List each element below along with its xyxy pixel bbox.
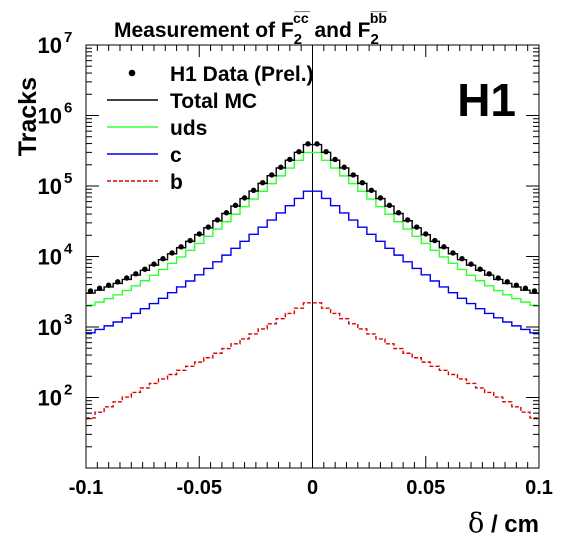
data-point — [115, 279, 121, 285]
data-point — [504, 279, 510, 285]
data-point — [250, 187, 257, 193]
data-point — [386, 202, 393, 209]
data-point — [359, 179, 366, 186]
data-point — [495, 275, 501, 281]
x-axis-label: δ / cm — [468, 508, 539, 539]
series-c — [86, 190, 539, 334]
data-point — [377, 195, 384, 201]
y-tick-label: 10 6 — [38, 100, 73, 129]
data-point — [486, 271, 492, 277]
data-point — [269, 172, 275, 178]
data-point — [531, 288, 538, 294]
title-sub1: 2 — [294, 31, 302, 48]
series-layer — [86, 141, 539, 419]
data-point — [105, 282, 112, 288]
x-tick-label: 0.1 — [525, 477, 553, 499]
data-point — [423, 231, 429, 237]
data-point — [468, 261, 474, 267]
data-point — [395, 210, 402, 216]
legend-label: uds — [170, 117, 207, 140]
data-point — [142, 266, 148, 272]
series-uds — [86, 151, 539, 306]
x-axis-label-symbol: δ — [468, 508, 484, 539]
data-point — [187, 237, 193, 244]
experiment-label: H1 — [457, 74, 516, 126]
legend-entry-h1-data-prel: H1 Data (Prel.) — [128, 63, 314, 86]
data-point — [232, 202, 239, 209]
data-point — [169, 250, 175, 256]
data-point — [522, 285, 529, 291]
data-point — [160, 256, 166, 262]
title-sub2: 2 — [370, 31, 378, 48]
data-point — [332, 156, 338, 163]
data-point — [450, 250, 456, 256]
x-tick-label: -0.1 — [69, 477, 103, 499]
y-tick-label: 10 3 — [38, 311, 73, 340]
data-point — [513, 282, 520, 288]
legend-label: H1 Data (Prel.) — [170, 63, 314, 86]
chart-title: Measurement of F2c̅c̅ and F2b̅b̅ — [114, 10, 387, 48]
series-h1-data-prel — [87, 141, 538, 294]
y-tick-label: 10 2 — [38, 382, 73, 411]
legend: H1 Data (Prel.) Total MC uds cb — [107, 63, 314, 194]
title-sup1: c̅c̅ — [293, 10, 310, 26]
x-tick-label: -0.05 — [176, 477, 222, 499]
legend-label: Total MC — [170, 90, 257, 113]
legend-label: c — [170, 144, 182, 167]
svg-text:Measurement of F2c̅c̅ and F2b̅: Measurement of F2c̅c̅ and F2b̅b̅ — [114, 10, 387, 48]
legend-label: b — [170, 171, 183, 194]
x-axis-label-unit: / cm — [484, 511, 539, 538]
data-point — [214, 217, 221, 223]
legend-entry-total-mc: Total MC — [107, 90, 257, 113]
data-point — [223, 210, 230, 216]
data-point — [341, 164, 347, 170]
data-point — [287, 156, 293, 163]
data-point — [314, 141, 320, 147]
data-point — [296, 148, 302, 155]
data-point — [305, 141, 311, 147]
data-point — [241, 195, 248, 201]
legend-entry-b: b — [107, 171, 183, 194]
data-point — [278, 164, 284, 170]
y-tick-label: 10 4 — [38, 241, 73, 270]
title-sup2: b̅b̅ — [369, 10, 387, 26]
legend-entry-c: c — [107, 144, 182, 167]
data-point — [441, 244, 447, 250]
data-point — [133, 271, 139, 277]
data-point — [404, 217, 411, 223]
data-point — [459, 256, 465, 262]
title-prefix: Measurement of F — [114, 19, 294, 42]
data-point — [432, 237, 438, 244]
series-line-c — [86, 190, 539, 334]
data-point — [368, 187, 375, 193]
x-tick-label: 0.05 — [406, 477, 445, 499]
y-tick-label: 10 5 — [38, 170, 73, 199]
data-point — [205, 224, 212, 230]
data-point — [96, 285, 103, 291]
data-point — [87, 288, 94, 294]
series-line-uds — [86, 151, 539, 306]
y-axis-label: Tracks — [14, 77, 42, 156]
title-mid: and F — [309, 19, 371, 42]
data-point — [196, 231, 202, 237]
data-point — [323, 148, 329, 155]
data-point — [151, 261, 157, 267]
data-point — [124, 275, 130, 281]
series-b — [86, 302, 539, 419]
legend-entry-uds: uds — [107, 117, 207, 140]
x-tick-label: 0 — [307, 477, 318, 499]
data-point — [477, 266, 483, 272]
data-point — [178, 244, 184, 250]
series-line-b — [86, 302, 539, 419]
data-point — [350, 172, 356, 178]
legend-marker — [128, 69, 136, 77]
data-point — [413, 224, 420, 230]
y-tick-label: 10 7 — [38, 29, 73, 58]
data-point — [259, 179, 266, 186]
